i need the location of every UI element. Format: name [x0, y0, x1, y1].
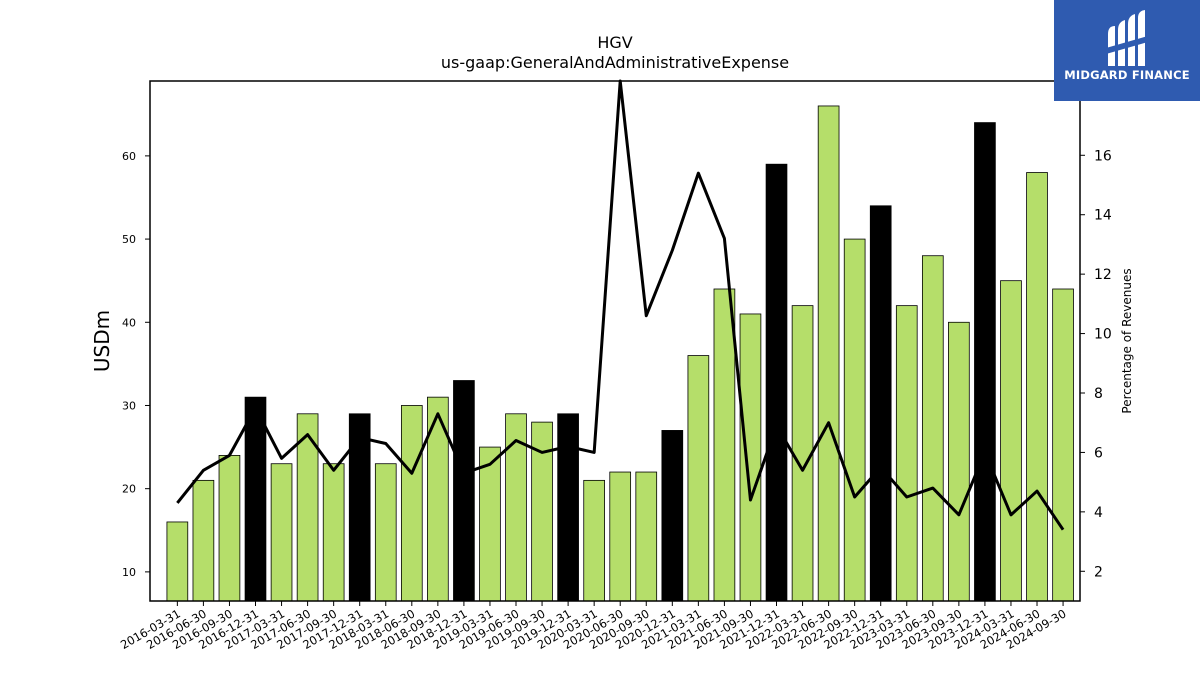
bar — [791, 305, 814, 602]
bar — [739, 313, 762, 602]
y2-axis-label: Percentage of Revenues — [1120, 268, 1134, 413]
y2-tick-label: 8 — [1094, 386, 1103, 402]
y2-tick-label: 4 — [1094, 505, 1103, 521]
bar — [322, 463, 345, 602]
y2-tick-label: 2 — [1094, 564, 1103, 580]
y-tick-label: 10 — [122, 566, 136, 579]
y2-tick-label: 12 — [1094, 267, 1112, 283]
bar — [1000, 280, 1022, 602]
bar — [348, 413, 371, 602]
y2-tick-label: 6 — [1094, 445, 1103, 461]
bar — [374, 463, 397, 602]
bar — [192, 479, 215, 602]
bar — [635, 471, 658, 602]
plot-frame — [149, 80, 1081, 602]
logo-mark-icon — [1106, 10, 1148, 66]
y-tick-label: 20 — [122, 483, 136, 496]
y-tick-label: 50 — [122, 233, 136, 246]
y-tick-label: 40 — [122, 316, 136, 329]
bar — [817, 105, 840, 602]
bar — [218, 454, 241, 602]
bar — [166, 521, 189, 602]
bar — [843, 238, 866, 602]
bar — [583, 479, 605, 602]
bar — [400, 405, 423, 602]
bar — [869, 205, 892, 602]
bar — [687, 355, 710, 602]
bar — [1026, 172, 1048, 602]
chart-title: HGV — [597, 33, 632, 52]
bar — [895, 305, 918, 602]
y2-tick-label: 14 — [1094, 208, 1112, 224]
bar — [479, 446, 501, 602]
bar — [244, 396, 267, 602]
bar — [921, 255, 944, 602]
bar — [661, 430, 684, 602]
y-tick-label: 60 — [122, 150, 136, 163]
chart-subtitle: us-gaap:GeneralAndAdministrativeExpense — [441, 53, 789, 72]
bar — [765, 163, 788, 602]
y2-tick-label: 10 — [1094, 327, 1112, 343]
bar-group — [166, 105, 1074, 602]
bar — [270, 463, 293, 602]
y-tick-label: 30 — [122, 399, 136, 412]
y2-tick-label: 16 — [1094, 148, 1112, 164]
bar — [609, 471, 632, 602]
bar — [1052, 288, 1074, 602]
bar — [974, 122, 996, 602]
bar — [948, 321, 970, 602]
brand-logo: MIDGARD FINANCE — [1054, 0, 1200, 101]
y-axis-label: USDm — [90, 310, 114, 372]
logo-text: MIDGARD FINANCE — [1064, 68, 1190, 82]
bar — [557, 413, 579, 602]
bar — [453, 380, 475, 602]
bar — [713, 288, 736, 602]
